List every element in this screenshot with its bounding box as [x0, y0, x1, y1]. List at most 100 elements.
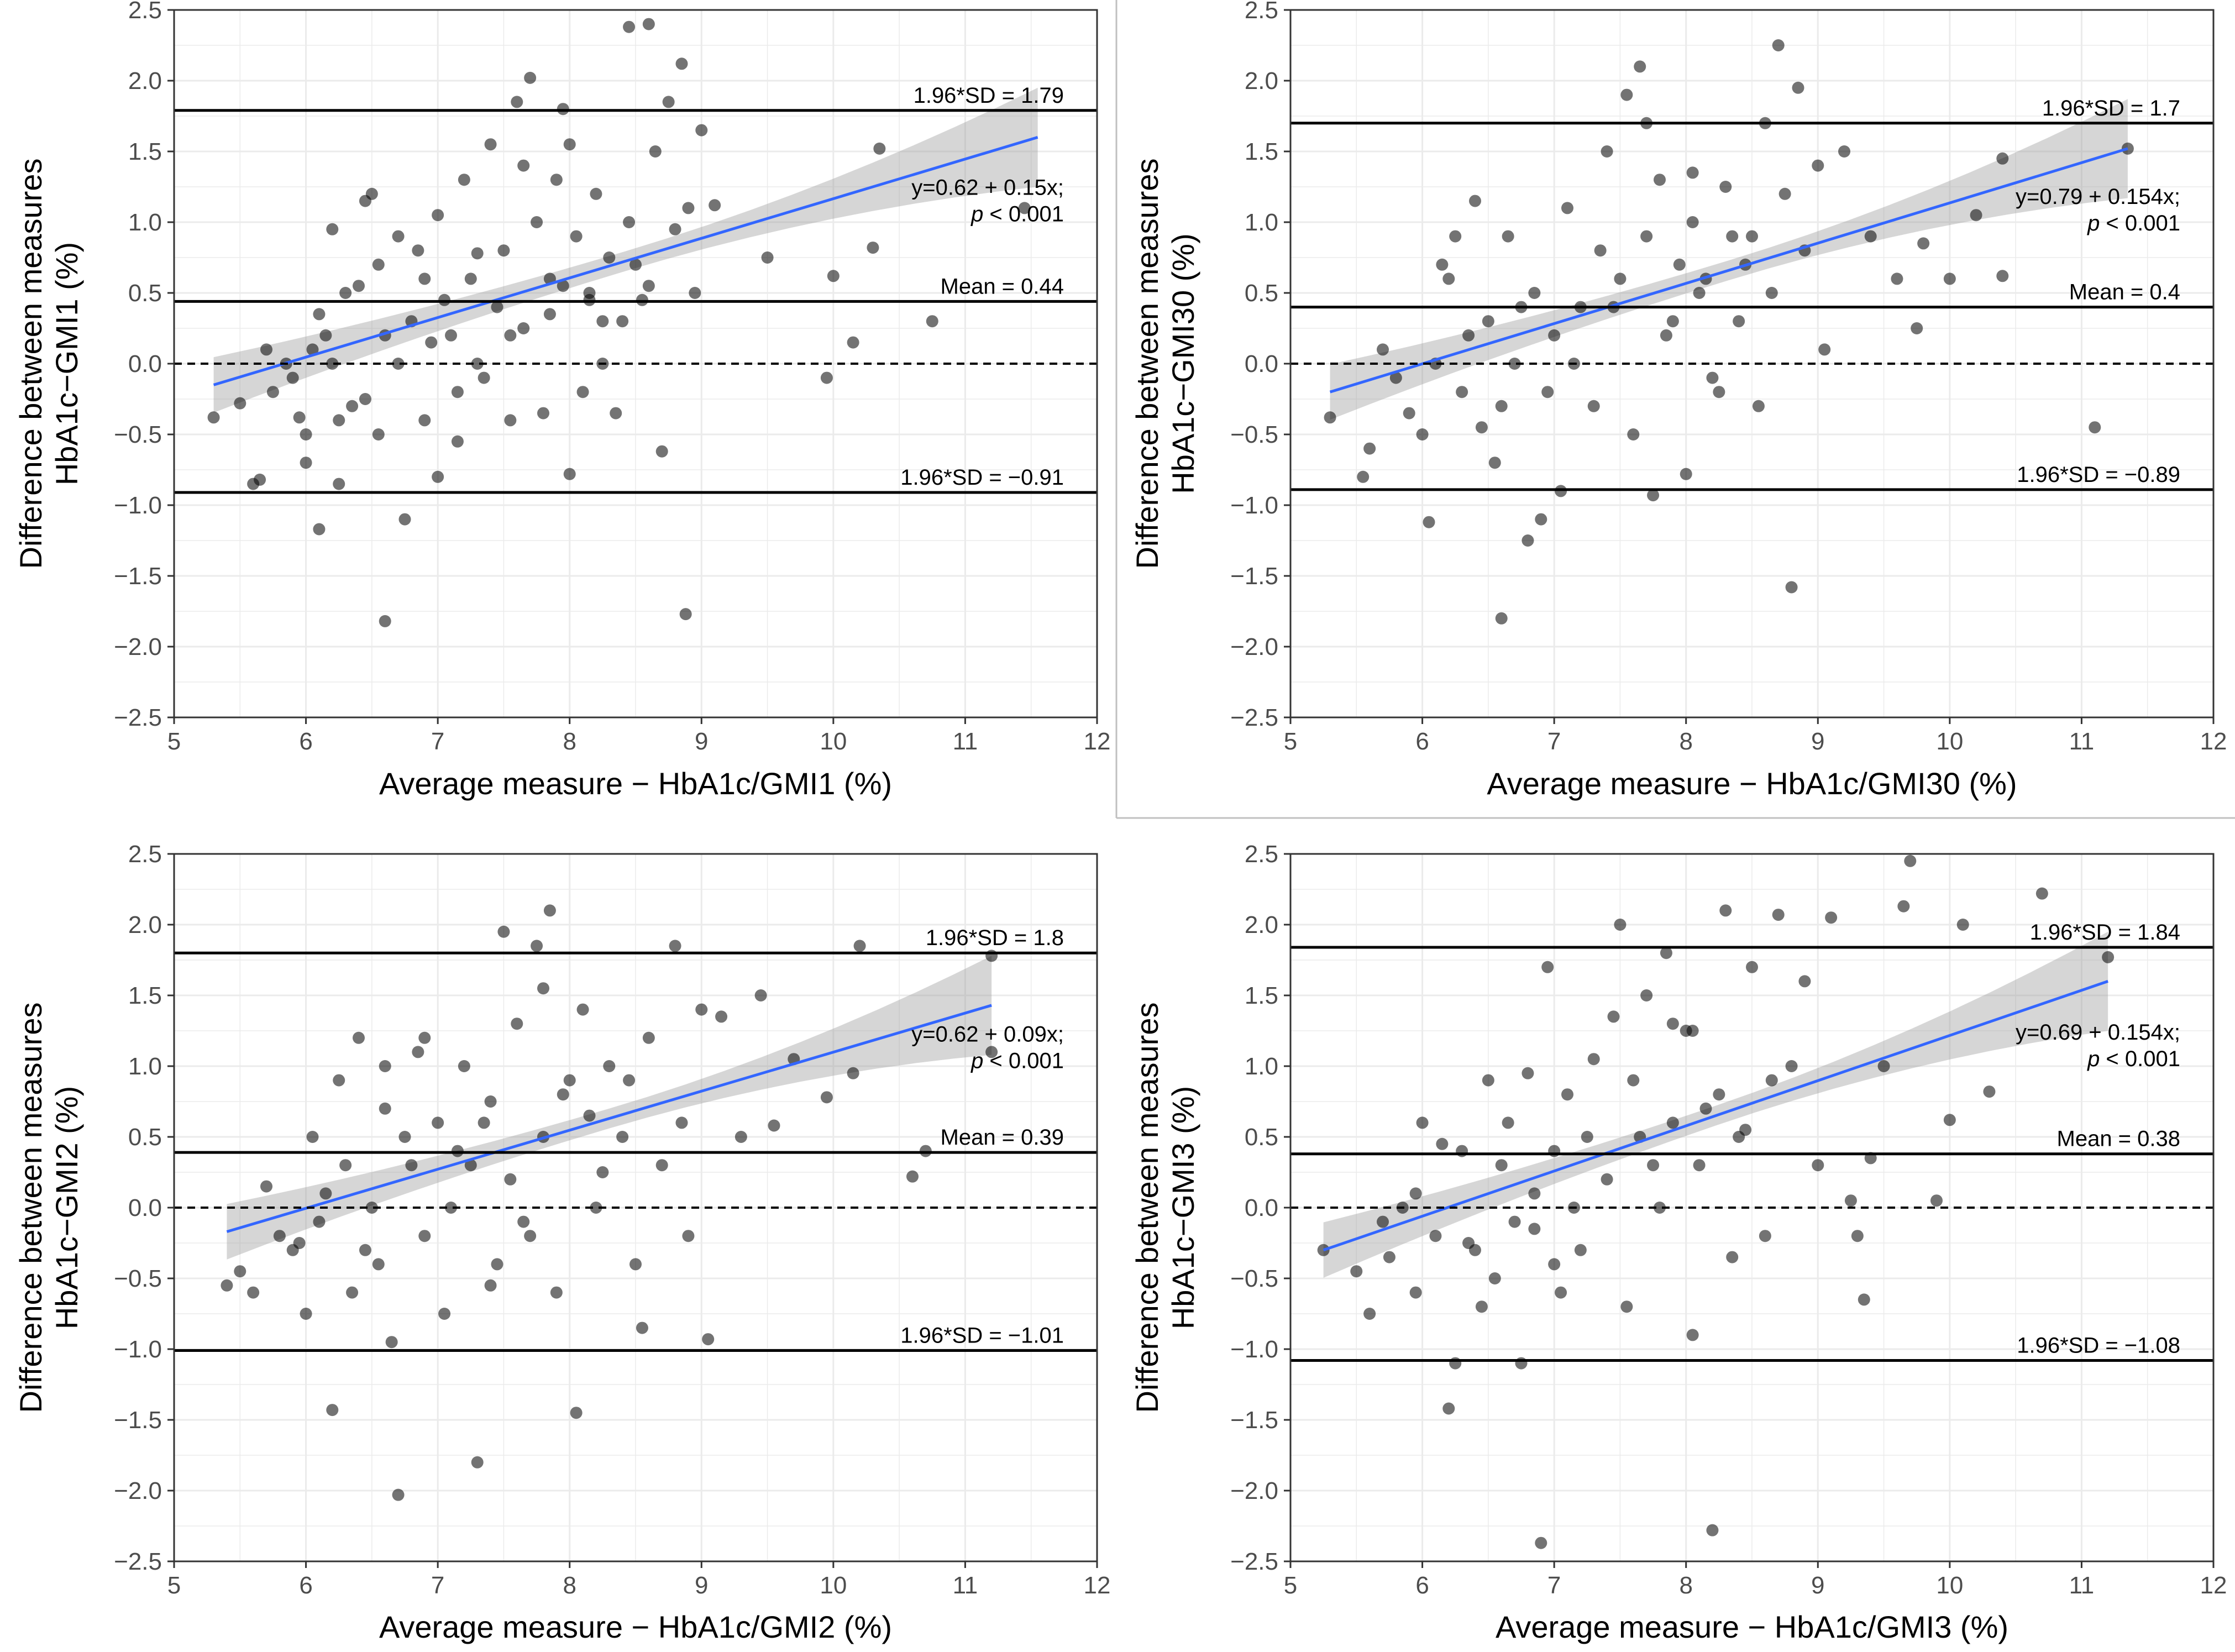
y-tick-label: 0.0: [128, 1194, 162, 1221]
data-point: [1647, 1159, 1660, 1172]
y-tick-label: 2.5: [128, 0, 162, 24]
y-axis-title-line1: Difference between measures: [13, 1003, 48, 1413]
data-point: [537, 407, 549, 419]
data-point: [1614, 919, 1627, 931]
data-point: [234, 397, 246, 410]
reference-label-mean: Mean = 0.44: [941, 274, 1064, 298]
data-point: [570, 230, 583, 243]
data-point: [524, 1230, 537, 1242]
x-tick-label: 5: [167, 1572, 181, 1599]
data-point: [326, 223, 339, 235]
regression-line: [226, 1004, 992, 1233]
p-value-text: < 0.001: [2100, 1047, 2180, 1071]
data-point: [517, 322, 530, 334]
x-tick-label: 7: [431, 1572, 444, 1599]
data-point: [1812, 159, 1824, 172]
data-point: [1719, 904, 1732, 917]
x-tick-label: 8: [563, 1572, 576, 1599]
data-point: [1363, 1308, 1376, 1320]
data-point: [1634, 60, 1646, 73]
data-point: [590, 1202, 602, 1214]
data-point: [1739, 1124, 1752, 1136]
chart-panel-2: 1.96*SD = 1.7 Mean = 0.4 1.96*SD = −0.89 y=…: [1130, 0, 2227, 801]
data-point: [596, 315, 609, 328]
data-point: [333, 414, 345, 427]
data-point: [583, 287, 596, 299]
y-tick-label: −1.5: [114, 563, 162, 590]
data-point: [1812, 1159, 1824, 1172]
data-point: [260, 343, 272, 356]
data-point: [438, 1308, 451, 1320]
p-value: p < 0.001: [2087, 211, 2180, 235]
data-point: [405, 1159, 418, 1172]
x-tick-label: 12: [2200, 1572, 2227, 1599]
data-point: [1482, 315, 1494, 328]
data-point: [1488, 457, 1501, 469]
data-point: [662, 96, 675, 108]
data-point: [1752, 400, 1765, 412]
x-axis-title: Average measure − HbA1c/GMI2 (%): [379, 1609, 892, 1644]
data-point: [333, 1074, 345, 1087]
y-tick-label: 0.0: [128, 350, 162, 377]
y-tick-label: 0.0: [1245, 350, 1278, 377]
data-point: [1561, 1088, 1573, 1101]
x-tick-label: 11: [2069, 1572, 2095, 1599]
y-tick-label: −2.5: [1230, 704, 1278, 731]
p-value: p < 0.001: [970, 1049, 1064, 1073]
data-point: [596, 1166, 609, 1178]
data-point: [524, 71, 537, 84]
x-tick-label: 10: [820, 1572, 847, 1599]
data-point: [1785, 581, 1798, 594]
data-point: [1818, 343, 1831, 356]
data-point: [689, 287, 701, 299]
data-point: [1429, 1230, 1442, 1242]
data-point: [2035, 887, 2048, 900]
data-point: [531, 940, 543, 952]
confidence-band: [213, 87, 1038, 413]
data-point: [418, 1031, 431, 1044]
data-point: [1627, 1074, 1640, 1087]
data-point: [655, 445, 668, 458]
p-value-symbol: p: [970, 1049, 983, 1073]
data-point: [543, 904, 556, 917]
data-point: [266, 386, 279, 398]
p-value-text: < 0.001: [983, 1049, 1064, 1073]
data-point: [1746, 230, 1758, 243]
x-tick-label: 5: [1284, 1572, 1297, 1599]
data-point: [616, 315, 629, 328]
data-point: [1996, 270, 2009, 282]
y-tick-label: 0.0: [1245, 1194, 1278, 1221]
y-axis-title-line1: Difference between measures: [1130, 1003, 1164, 1413]
y-tick-label: 1.5: [128, 982, 162, 1009]
data-point: [1654, 1202, 1666, 1214]
data-point: [557, 103, 569, 116]
regression-line: [1323, 980, 2108, 1252]
data-point: [623, 1074, 636, 1087]
data-point: [754, 989, 767, 1001]
data-point: [398, 1131, 411, 1143]
data-point: [1389, 371, 1402, 384]
data-point: [557, 1088, 569, 1101]
data-point: [570, 1407, 583, 1419]
data-point: [1620, 88, 1633, 101]
data-point: [1423, 516, 1435, 528]
data-point: [1798, 975, 1811, 988]
data-point: [1449, 230, 1462, 243]
data-point: [346, 400, 359, 412]
data-point: [484, 138, 497, 151]
data-point: [642, 1031, 655, 1044]
data-point: [623, 216, 636, 228]
confidence-band: [1330, 99, 2128, 420]
y-tick-label: 1.0: [1245, 1053, 1278, 1080]
y-axis-title-line2: HbA1c−GMI3 (%): [1166, 1086, 1200, 1329]
data-point: [853, 940, 866, 952]
data-point: [1488, 1272, 1501, 1284]
y-tick-label: −0.5: [1230, 1265, 1278, 1292]
data-point: [550, 1286, 563, 1299]
data-point: [985, 1046, 998, 1058]
p-value-text: < 0.001: [983, 202, 1064, 227]
regression-line: [1329, 147, 2128, 394]
data-point: [300, 428, 312, 440]
data-point: [1587, 400, 1600, 412]
regression-equation: y=0.69 + 0.154x;: [2016, 1020, 2180, 1045]
